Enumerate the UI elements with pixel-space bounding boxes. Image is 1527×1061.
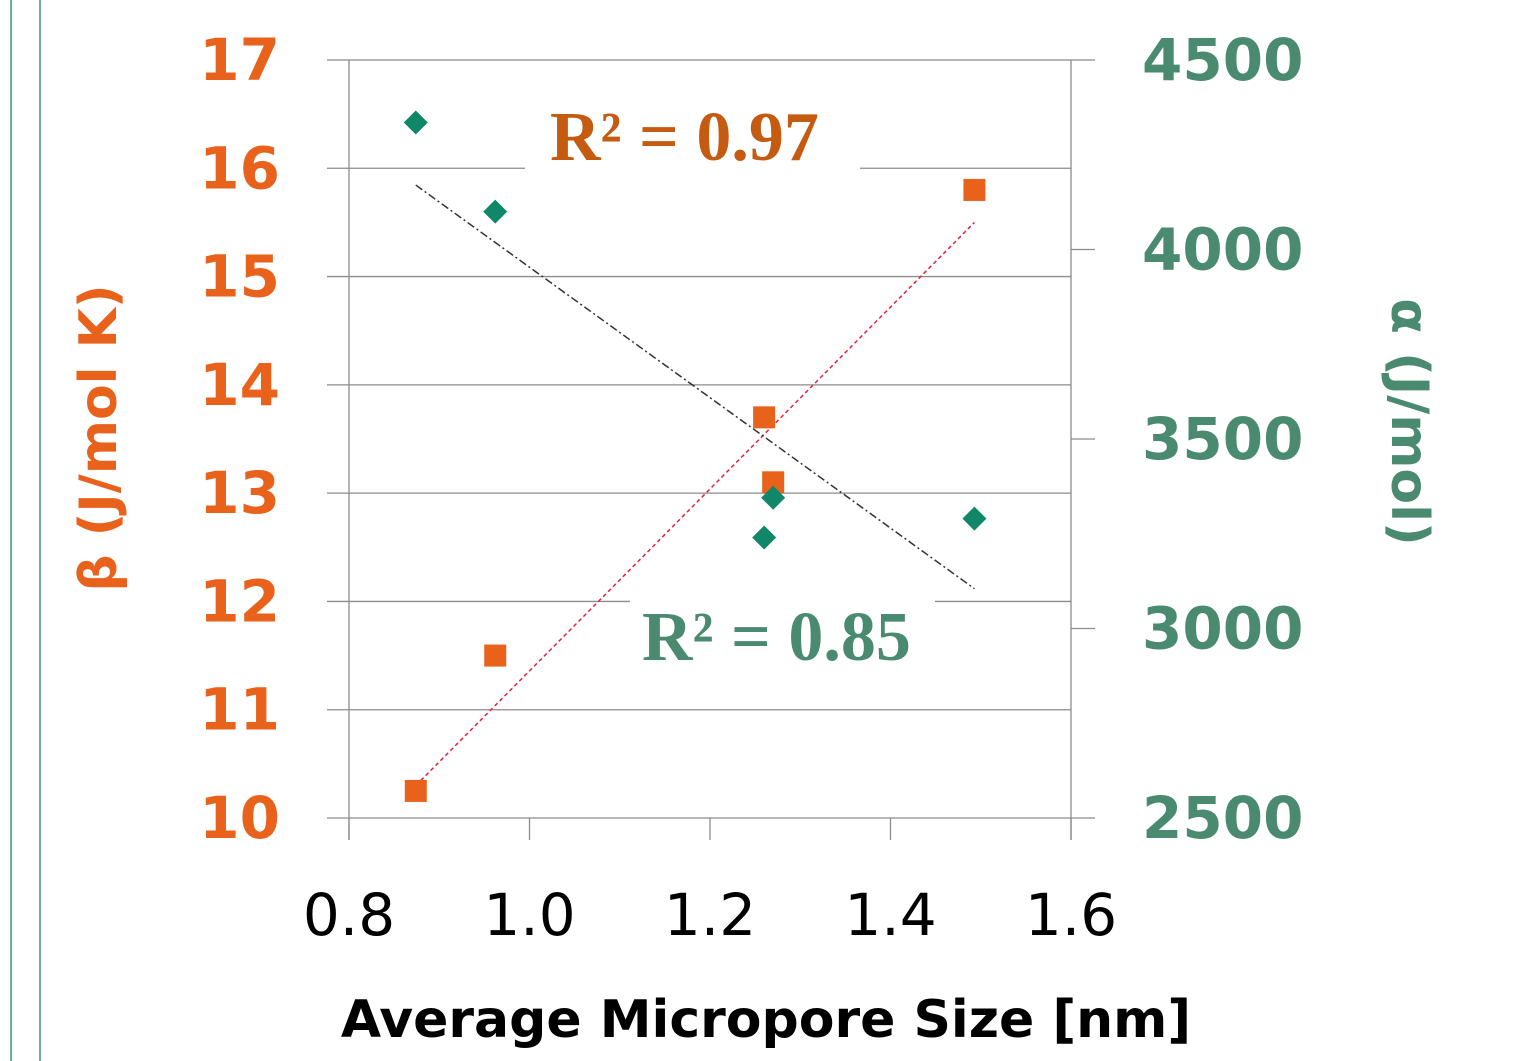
- right-tick-label: 2500: [1142, 784, 1303, 852]
- left-tick-label: 13: [199, 459, 280, 527]
- left-tick-label: 11: [199, 676, 280, 744]
- x-tick-label: 1.6: [1025, 881, 1117, 949]
- alpha-point: [752, 525, 777, 550]
- trendlines: [415, 184, 975, 787]
- alpha-point: [962, 506, 987, 531]
- right-tick-label: 3500: [1142, 405, 1303, 473]
- left-tick-label: 15: [199, 243, 280, 311]
- x-tick-label: 0.8: [303, 881, 395, 949]
- left-tick-label: 17: [199, 26, 280, 94]
- r2-alpha-label-bg: [630, 600, 935, 672]
- x-axis-ticks: 0.8 1.0 1.2 1.4 1.6: [303, 818, 1117, 949]
- r2-alpha-label: R² = 0.85: [642, 599, 911, 676]
- beta-point: [753, 406, 776, 429]
- alpha-point: [761, 485, 786, 510]
- r2-beta-label-bg: [525, 100, 860, 172]
- right-axis-title: α (J/mol): [1379, 298, 1439, 545]
- x-tick-label: 1.0: [483, 881, 575, 949]
- x-tick-label: 1.4: [844, 881, 936, 949]
- beta-point: [404, 779, 427, 802]
- alpha-point: [483, 199, 508, 224]
- beta-point: [762, 471, 785, 494]
- left-axis-ticks: 10 11 12 13 14 15 16 17: [199, 26, 280, 852]
- left-tick-label: 10: [199, 784, 280, 852]
- alpha-trendline: [415, 184, 975, 590]
- data-points: [403, 110, 987, 802]
- left-tick-label: 14: [199, 351, 280, 419]
- beta-point: [963, 178, 986, 201]
- beta-point: [484, 644, 507, 667]
- x-tick-label: 1.2: [664, 881, 756, 949]
- alpha-point: [403, 110, 428, 135]
- x-axis-title: Average Micropore Size [nm]: [341, 990, 1191, 1050]
- right-tick-label: 3000: [1142, 595, 1303, 663]
- left-axis-title: β (J/mol K): [69, 284, 129, 591]
- r2-beta-label: R² = 0.97: [550, 99, 819, 176]
- right-tick-label: 4500: [1142, 26, 1303, 94]
- left-tick-label: 12: [199, 567, 280, 635]
- right-tick-label: 4000: [1142, 216, 1303, 284]
- right-axis-ticks: 2500 3000 3500 4000 4500: [1071, 26, 1303, 852]
- axes: [348, 60, 1072, 840]
- left-tick-label: 16: [199, 134, 280, 202]
- beta-trendline: [415, 221, 975, 787]
